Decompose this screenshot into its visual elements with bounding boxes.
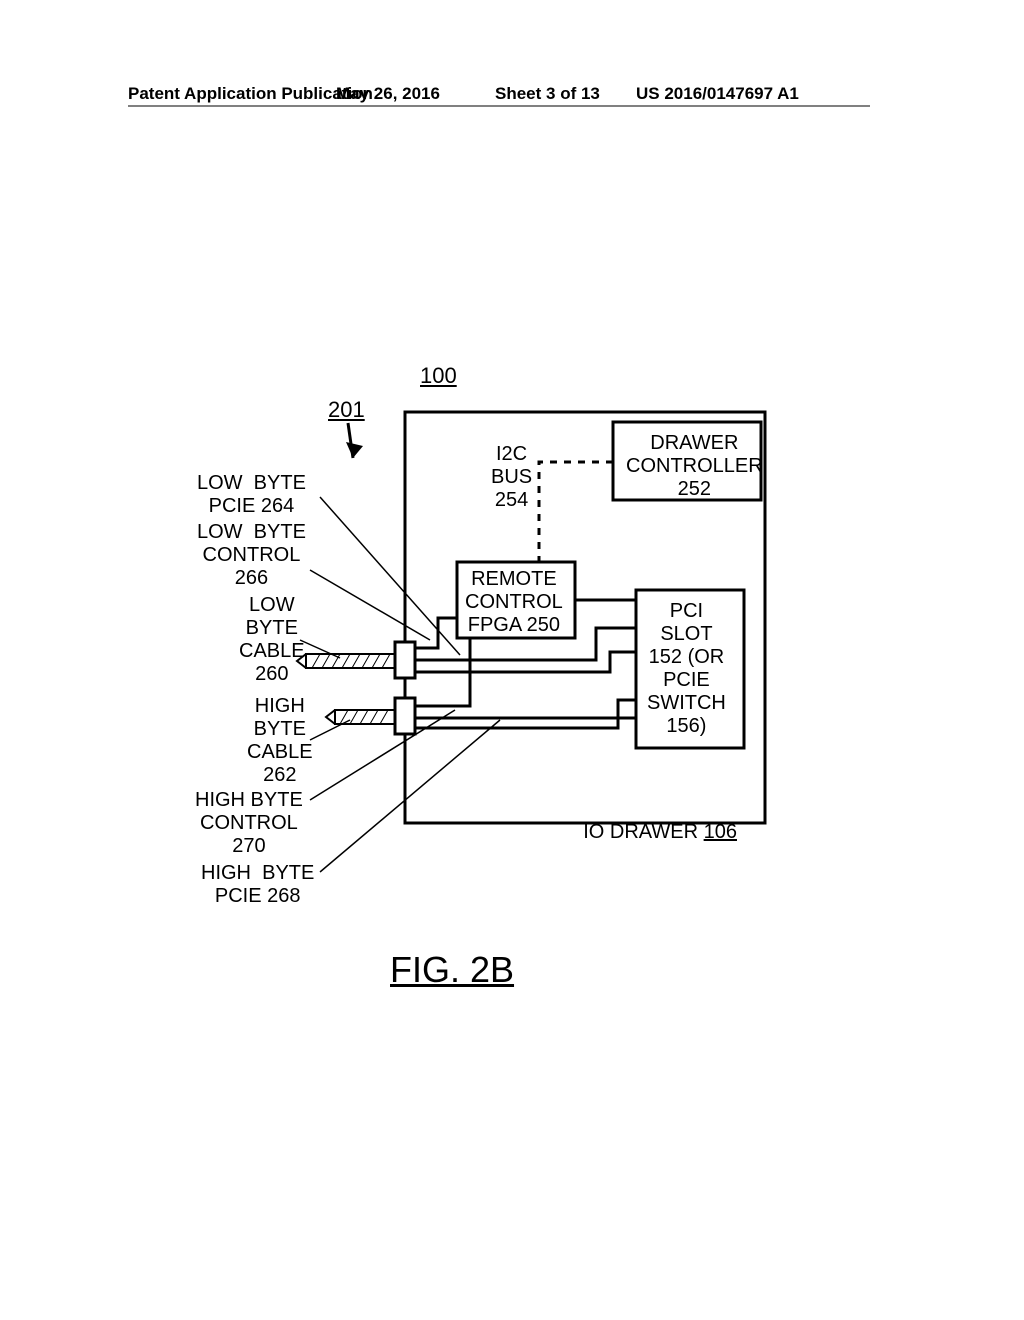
diagram-svg	[0, 0, 1024, 1320]
page: Patent Application Publication May 26, 2…	[0, 0, 1024, 1320]
low-byte-cable	[297, 654, 395, 668]
high-byte-cable	[326, 710, 395, 724]
